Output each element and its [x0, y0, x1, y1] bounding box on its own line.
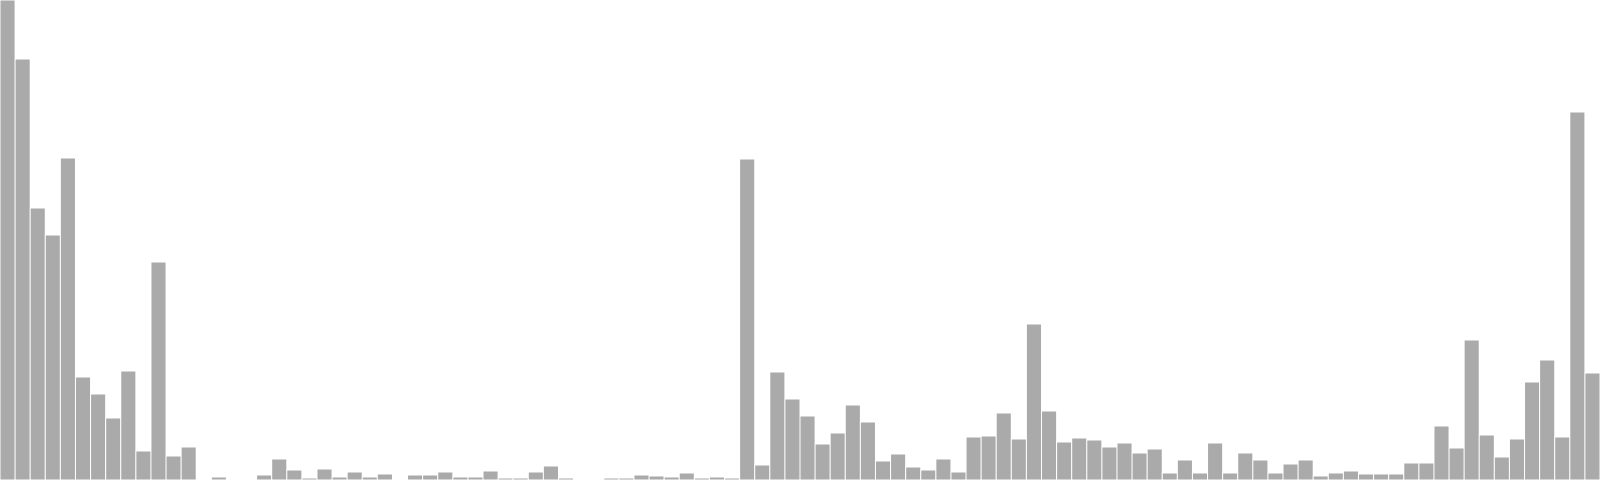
bar: [346, 471, 363, 480]
bar: [1176, 459, 1193, 480]
bar: [754, 464, 771, 480]
bar: [1433, 425, 1450, 480]
bar: [44, 234, 61, 480]
bar: [90, 393, 107, 480]
bar: [527, 471, 544, 480]
bar: [0, 0, 16, 480]
bar: [633, 474, 650, 480]
bar: [1569, 111, 1586, 480]
bar: [1282, 463, 1299, 480]
bar: [1418, 462, 1435, 480]
bar: [648, 475, 665, 480]
bar: [1010, 438, 1027, 480]
bar: [844, 404, 861, 480]
bar: [1508, 438, 1526, 480]
bar: [935, 458, 952, 480]
bar: [59, 157, 76, 480]
bar: [874, 460, 892, 480]
bar: [920, 469, 937, 480]
bar: [1327, 472, 1344, 480]
bar: [1252, 459, 1269, 480]
bar: [120, 370, 137, 480]
bar: [1161, 472, 1178, 480]
bar: [859, 421, 876, 480]
bar: [1237, 452, 1254, 480]
bar: [1267, 472, 1284, 480]
bar: [829, 432, 846, 480]
bar: [1041, 410, 1058, 480]
bar: [150, 261, 167, 480]
bar: [1357, 473, 1375, 480]
bar: [256, 474, 273, 480]
bar: [1207, 442, 1224, 480]
bar: [950, 471, 967, 480]
bar: [1222, 472, 1239, 480]
bar: [376, 473, 393, 480]
bar: [316, 468, 333, 480]
bar: [1297, 459, 1314, 480]
bar: [1524, 381, 1541, 480]
bar: [1146, 448, 1163, 480]
bar: [739, 158, 756, 480]
bar: [965, 436, 982, 480]
bar: [482, 470, 499, 480]
bar: [769, 371, 786, 480]
bar: [814, 443, 831, 480]
bar: [437, 471, 454, 480]
bar: [980, 435, 997, 480]
bar: [271, 458, 288, 480]
bar: [542, 465, 559, 480]
bar: [1071, 437, 1088, 480]
bar: [1403, 462, 1420, 480]
bar: [1116, 442, 1133, 480]
bar: [1448, 447, 1465, 480]
bar: [422, 474, 439, 480]
bar: [1312, 475, 1329, 480]
bar: [905, 466, 922, 480]
bar: [1463, 339, 1480, 480]
bar: [1493, 456, 1510, 480]
bar: [180, 446, 197, 480]
bar: [29, 207, 46, 480]
bar: [1584, 372, 1600, 480]
bar: [995, 412, 1012, 480]
bar: [135, 450, 152, 480]
bar: [1191, 472, 1209, 480]
bar: [1539, 359, 1556, 480]
bar: [286, 469, 303, 480]
bar: [407, 474, 424, 480]
bar: [1101, 446, 1118, 480]
bar: [1086, 439, 1103, 480]
bar: [784, 398, 801, 480]
bar: [1131, 452, 1148, 480]
bar: [1388, 473, 1405, 480]
bar: [1478, 434, 1495, 480]
bar: [1056, 441, 1073, 480]
bar: [165, 455, 182, 480]
bar: [1554, 436, 1571, 480]
bar: [890, 453, 907, 480]
bar: [1342, 470, 1359, 480]
bar: [105, 417, 122, 480]
bar: [1025, 323, 1043, 480]
bar: [1373, 473, 1390, 480]
bar: [799, 415, 816, 480]
bar: [678, 472, 695, 480]
bar: [74, 376, 92, 480]
bar: [14, 58, 31, 480]
